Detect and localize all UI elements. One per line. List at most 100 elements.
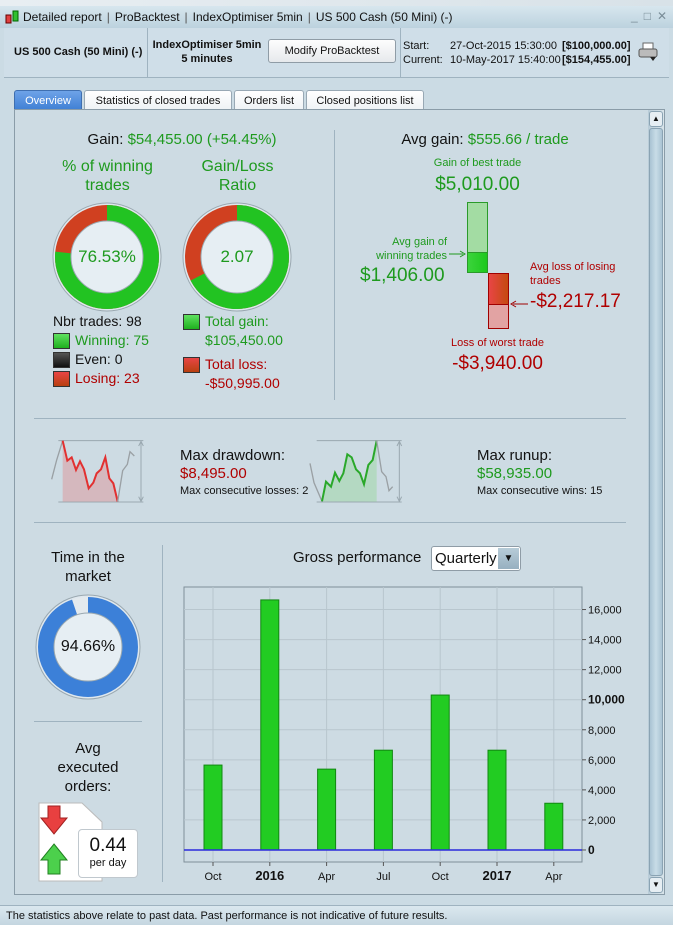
y-tick-label: 10,000: [588, 693, 625, 707]
tab-overview[interactable]: Overview: [14, 90, 82, 110]
timeframe: 5 minutes: [181, 53, 233, 65]
total-loss-value: -$50,995.00: [205, 375, 280, 391]
winning-swatch: [53, 333, 70, 349]
bar: [487, 749, 507, 851]
total-gain-value: $105,450.00: [205, 332, 283, 348]
status-bar: The statistics above relate to past data…: [0, 905, 673, 925]
arrow-left-icon: [510, 300, 528, 308]
tab-closed-positions[interactable]: Closed positions list: [306, 90, 424, 110]
ratio-title: Gain/Loss Ratio: [201, 158, 274, 194]
divider: [34, 522, 626, 523]
modify-probacktest-button[interactable]: Modify ProBacktest: [268, 39, 396, 63]
runup-sparkline: [309, 440, 403, 503]
even-count: Even: 0: [75, 351, 123, 367]
best-trade-label: Gain of best trade: [433, 157, 522, 169]
title-bar: Detailed report | ProBacktest | IndexOptim…: [0, 6, 673, 28]
y-tick-label: 4,000: [588, 785, 616, 797]
avg-gain-value: $555.66 / trade: [467, 131, 569, 148]
tab-orders-list[interactable]: Orders list: [234, 90, 304, 110]
divider: [162, 545, 163, 882]
system-name: IndexOptimiser 5min: [152, 39, 262, 51]
divider: [34, 418, 626, 419]
drawdown-label: Max drawdown:: [180, 447, 286, 464]
runup-label: Max runup:: [477, 447, 553, 464]
start-date: 27-Oct-2015 15:30:00: [450, 40, 558, 52]
window-controls: _ □ ✕: [631, 9, 667, 23]
ratio-donut: [182, 202, 292, 312]
gain-label: Gain:: [87, 131, 124, 148]
x-tick-label: Apr: [545, 871, 562, 883]
y-tick-label: 14,000: [588, 635, 622, 647]
worst-trade-label: Loss of worst trade: [451, 337, 544, 349]
divider: [400, 28, 401, 78]
arrow-right-icon: [449, 250, 466, 258]
bar: [317, 768, 337, 851]
title-part: Detailed report: [23, 10, 102, 24]
orders-per-day-box: 0.44 per day: [78, 829, 138, 878]
donut-center: [200, 220, 274, 294]
divider: [34, 721, 142, 722]
divider: [147, 28, 148, 78]
winning-pct: 76.53%: [78, 247, 136, 266]
title-part: IndexOptimiser 5min: [192, 10, 303, 24]
start-capital: [$100,000.00]: [562, 40, 631, 52]
gross-performance-label: Gross performance: [293, 549, 422, 566]
donut-center: [70, 220, 144, 294]
consecutive-wins: Max consecutive wins: 15: [477, 485, 603, 497]
close-button[interactable]: ✕: [656, 9, 667, 23]
bar: [203, 764, 223, 851]
x-tick-label: 2017: [483, 868, 512, 883]
y-tick-label: 12,000: [588, 665, 622, 677]
vertical-scrollbar[interactable]: ▲ ▼: [648, 110, 664, 894]
background-app-strip: [0, 0, 673, 6]
nbr-trades: Nbr trades: 98: [53, 313, 142, 329]
time-in-market-donut: [35, 594, 141, 700]
drawdown-value: $8,495.00: [180, 465, 247, 482]
gain-summary: Gain: $54,455.00 (+54.45%): [34, 131, 330, 148]
maximize-button[interactable]: □: [643, 9, 651, 23]
title-part: ProBacktest: [114, 10, 180, 24]
gain-loss-fill: [185, 205, 289, 309]
scroll-up-icon[interactable]: ▲: [649, 111, 663, 127]
y-tick-label: 0: [588, 843, 595, 857]
period-select[interactable]: Quarterly ▼: [431, 546, 521, 571]
x-tick-label: Apr: [318, 871, 335, 883]
best-trade-value: $5,010.00: [435, 174, 520, 195]
print-icon[interactable]: [638, 42, 658, 62]
donut-center: [53, 612, 123, 682]
x-tick-label: Jul: [376, 871, 390, 883]
x-tick-label: 2016: [255, 868, 284, 883]
avg-gain-summary: Avg gain: $555.66 / trade: [340, 131, 630, 148]
bar: [544, 802, 564, 851]
total-gain-label: Total gain:: [205, 313, 269, 329]
avg-loss-label: Avg loss of losing trades: [530, 261, 616, 287]
current-label: Current:: [403, 54, 443, 66]
avg-gain-label: Avg gain:: [401, 131, 464, 148]
runup-value: $58,935.00: [477, 465, 553, 482]
total-gain-swatch: [183, 314, 200, 330]
y-tick-label: 2,000: [588, 815, 616, 827]
worst-trade-value: -$3,940.00: [452, 353, 543, 374]
worst-trade-bar: [488, 304, 509, 329]
total-loss-swatch: [183, 357, 200, 373]
winning-count: Winning: 75: [75, 332, 149, 348]
winning-fill: [55, 205, 159, 309]
divider: [334, 130, 335, 400]
minimize-button[interactable]: _: [631, 9, 638, 23]
scroll-down-icon[interactable]: ▼: [649, 877, 663, 893]
drawdown-runup-sparklines: [51, 440, 403, 503]
ratio-value: 2.07: [220, 247, 254, 266]
scroll-thumb[interactable]: [649, 128, 663, 876]
chevron-down-icon[interactable]: ▼: [498, 548, 519, 569]
gross-performance-chart: 0 2,000 4,000 6,000 8,000 10,000 12,000 14,000 1…: [183, 586, 625, 883]
report-header: US 500 Cash (50 Mini) (-) IndexOptimiser…: [4, 28, 669, 78]
winning-title: % of winning trades: [62, 158, 153, 194]
y-tick-label: 8,000: [588, 725, 616, 737]
avg-win-label: Avg gain of winning trades: [376, 236, 447, 262]
winning-donut: [52, 202, 162, 312]
time-in-market-label: Time in the market: [51, 549, 125, 585]
total-loss-label: Total loss:: [205, 356, 268, 372]
drawdown-sparkline: [51, 440, 144, 503]
losing-count: Losing: 23: [75, 370, 140, 386]
tab-statistics[interactable]: Statistics of closed trades: [84, 90, 232, 110]
